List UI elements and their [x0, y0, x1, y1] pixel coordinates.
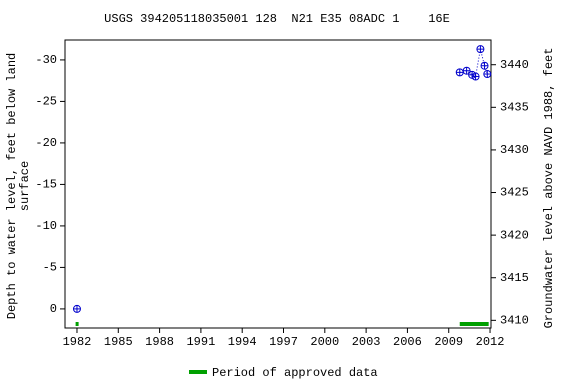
x-tick-label: 1994 [228, 335, 257, 349]
y-tick-label: 0 [50, 302, 57, 316]
x-tick-label: 1985 [104, 335, 133, 349]
x-tick-label: 1991 [186, 335, 215, 349]
y-tick-label: -15 [35, 178, 57, 192]
y2-axis-label: Groundwater level above NAVD 1988, feet [542, 48, 556, 329]
x-tick-label: 2012 [476, 335, 505, 349]
y-tick-label: -25 [35, 95, 57, 109]
chart-title: USGS 394205118035001 128 N21 E35 08ADC 1… [104, 12, 450, 26]
y-tick-label: -10 [35, 219, 57, 233]
y-axis-label: surface [18, 161, 32, 211]
approved-period [459, 322, 489, 326]
approved-period [75, 322, 79, 326]
x-tick-label: 1982 [63, 335, 92, 349]
y-tick-label: -20 [35, 136, 57, 150]
x-tick-label: 2000 [310, 335, 339, 349]
x-tick-label: 1997 [269, 335, 298, 349]
y2-tick-label: 3430 [500, 143, 529, 157]
y2-tick-label: 3425 [500, 186, 529, 200]
plot-frame [64, 39, 492, 329]
x-tick-label: 2006 [393, 335, 422, 349]
y2-tick-label: 3410 [500, 314, 529, 328]
y2-tick-label: 3415 [500, 271, 529, 285]
y-tick-label: -5 [43, 261, 57, 275]
y2-tick-label: 3440 [500, 58, 529, 72]
y-tick-label: -30 [35, 53, 57, 67]
y2-tick-label: 3420 [500, 228, 529, 242]
legend-label: Period of approved data [212, 366, 378, 380]
x-tick-label: 2009 [434, 335, 463, 349]
x-tick-label: 1988 [145, 335, 174, 349]
x-tick-label: 2003 [352, 335, 381, 349]
y2-tick-label: 3435 [500, 100, 529, 114]
y-axis-label: Depth to water level, feet below land [5, 53, 19, 319]
